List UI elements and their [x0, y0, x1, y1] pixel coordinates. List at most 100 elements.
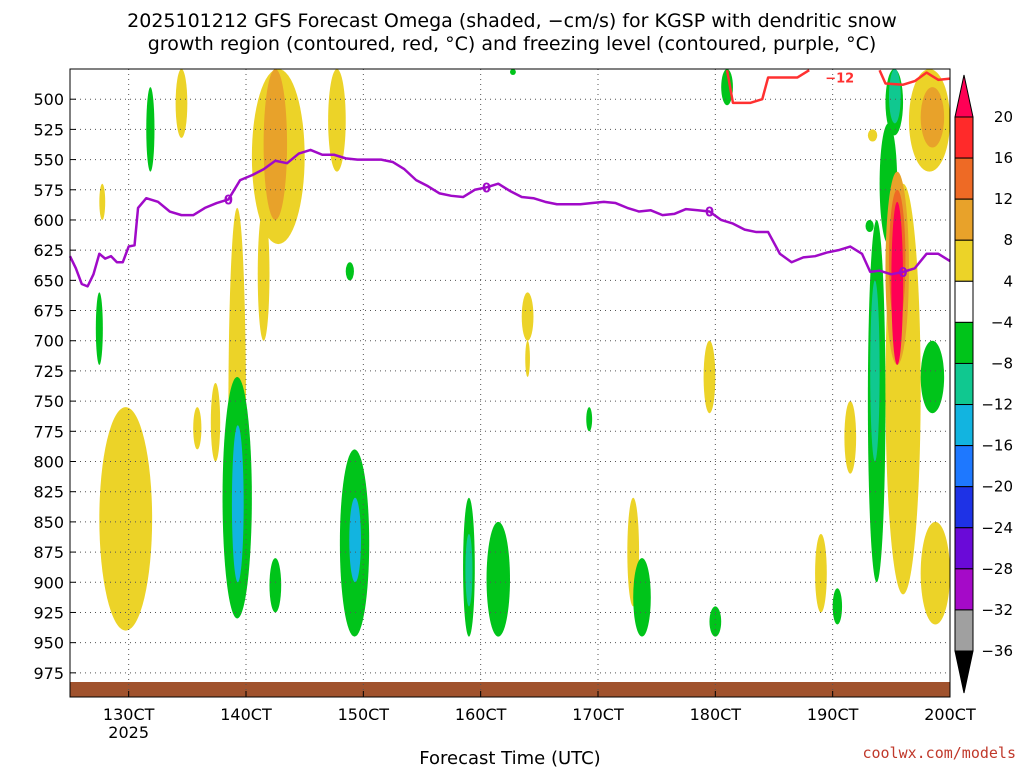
omega-shade-48 [920, 340, 945, 414]
plot-frame [69, 68, 951, 698]
y-tick-label-875: 875 [33, 543, 64, 562]
y-tick-label-900: 900 [33, 573, 64, 592]
y-tick-label-550: 550 [33, 151, 64, 170]
omega-shade-13 [257, 207, 270, 341]
freezing-level-label-1: 0 [482, 181, 491, 196]
omega-shade-6 [193, 407, 202, 450]
omega-shade-43 [891, 201, 904, 365]
omega-shade-15 [292, 165, 299, 202]
y-tick-label-925: 925 [33, 603, 64, 622]
y-tick-label-650: 650 [33, 271, 64, 290]
omega-shade-1 [99, 183, 106, 220]
y-tick-label-800: 800 [33, 453, 64, 472]
colorbar: 20 16 12 8 4 −4 −8 −12 −16 −20 −24 −28 −32 −36 [954, 74, 1013, 694]
y-tick-label-625: 625 [33, 241, 64, 260]
y-tick-label-775: 775 [33, 422, 64, 441]
x-tick-label-200CT: 200CT [924, 705, 976, 724]
colorbar-label-5: −4 [991, 313, 1013, 331]
omega-shade-39 [867, 129, 878, 142]
x-axis-label: Forecast Time (UTC) [419, 748, 600, 768]
omega-shade-25 [525, 340, 530, 377]
colorbar-label-10: −24 [981, 519, 1013, 537]
colorbar-label-6: −8 [991, 354, 1013, 372]
omega-shade-31 [721, 69, 733, 106]
colorbar-bin-3 [954, 239, 974, 282]
colorbar-bin-1 [954, 157, 974, 200]
omega-shade-45 [888, 69, 901, 124]
colorbar-label-4: 4 [1003, 272, 1013, 290]
grid-layer [70, 69, 951, 697]
colorbar-label-8: −16 [981, 437, 1013, 455]
x-tick-label-130CT: 130CT [103, 705, 155, 724]
colorbar-bin-8 [954, 445, 974, 488]
colorbar-bin-10 [954, 527, 974, 570]
omega-shade-5 [175, 69, 188, 138]
chart-title-line-2: growth region (contoured, red, °C) and f… [148, 33, 877, 55]
x-tick-label-150CT: 150CT [338, 705, 390, 724]
colorbar-label-3: 8 [1003, 231, 1013, 249]
omega-shade-28 [633, 558, 651, 637]
colorbar-label-1: 16 [994, 149, 1013, 167]
y-tick-label-500: 500 [33, 90, 64, 109]
colorbar-top-arrow [954, 74, 974, 118]
freezing-level-label-3: 0 [899, 266, 908, 281]
omega-shading-layer [95, 69, 950, 637]
freezing-level-label-2: 0 [705, 206, 714, 221]
y-tick-label-725: 725 [33, 362, 64, 381]
y-tick-label-750: 750 [33, 392, 64, 411]
omega-shade-7 [210, 383, 221, 462]
colorbar-bin-7 [954, 404, 974, 447]
x-tick-label-180CT: 180CT [690, 705, 742, 724]
omega-shade-10 [231, 425, 244, 583]
x-tick-label-170CT: 170CT [572, 705, 624, 724]
colorbar-bin-2 [954, 198, 974, 241]
colorbar-label-2: 12 [994, 190, 1013, 208]
colorbar-bin-0 [954, 116, 974, 159]
contour-layer: 0 0 0 0 −12 [68, 69, 951, 288]
x-tick-label-190CT: 190CT [807, 705, 859, 724]
colorbar-bin-12 [954, 609, 974, 652]
y-tick-label-825: 825 [33, 483, 64, 502]
omega-shade-26 [586, 407, 593, 432]
omega-shade-12 [263, 69, 288, 220]
omega-shade-21 [465, 533, 473, 607]
omega-shade-22 [486, 521, 510, 637]
colorbar-bin-5 [954, 321, 974, 364]
y-axis: 500 525 550 575 600 625 650 675 700 725 750 775 800 8… [33, 90, 76, 683]
freezing-level-label-0: 0 [224, 193, 233, 208]
dendritic-contour-1 [878, 69, 951, 86]
colorbar-label-0: 20 [994, 108, 1013, 126]
colorbar-bin-11 [954, 568, 974, 611]
colorbar-label-12: −32 [981, 601, 1013, 619]
omega-shade-23 [510, 69, 516, 76]
colorbar-bin-9 [954, 486, 974, 529]
omega-shade-34 [844, 401, 857, 474]
freezing-level-contour [68, 148, 951, 288]
omega-shade-32 [815, 533, 827, 613]
colorbar-label-7: −12 [981, 396, 1013, 414]
omega-shade-17 [345, 262, 354, 281]
credit-text: coolwx.com/models [862, 744, 1016, 762]
omega-shade-29 [703, 340, 716, 414]
omega-shade-49 [920, 521, 950, 625]
chart-title-line-1: 2025101212 GFS Forecast Omega (shaded, −… [127, 10, 897, 32]
colorbar-label-9: −20 [981, 478, 1013, 496]
y-tick-label-700: 700 [33, 332, 64, 351]
x-tick-label-160CT: 160CT [455, 705, 507, 724]
plot-background [70, 69, 950, 697]
omega-shade-37 [870, 280, 880, 462]
omega-shade-16 [328, 69, 346, 172]
omega-shade-14 [269, 558, 282, 613]
colorbar-label-11: −28 [981, 560, 1013, 578]
y-tick-label-600: 600 [33, 211, 64, 230]
colorbar-label-13: −36 [981, 642, 1013, 660]
y-tick-label-850: 850 [33, 513, 64, 532]
dendritic-contour-0 [725, 69, 810, 105]
omega-shade-47 [920, 87, 945, 148]
omega-shade-33 [832, 588, 843, 625]
dendritic-contour-label: −12 [825, 71, 854, 86]
y-tick-label-975: 975 [33, 664, 64, 683]
omega-shade-2 [95, 292, 103, 365]
